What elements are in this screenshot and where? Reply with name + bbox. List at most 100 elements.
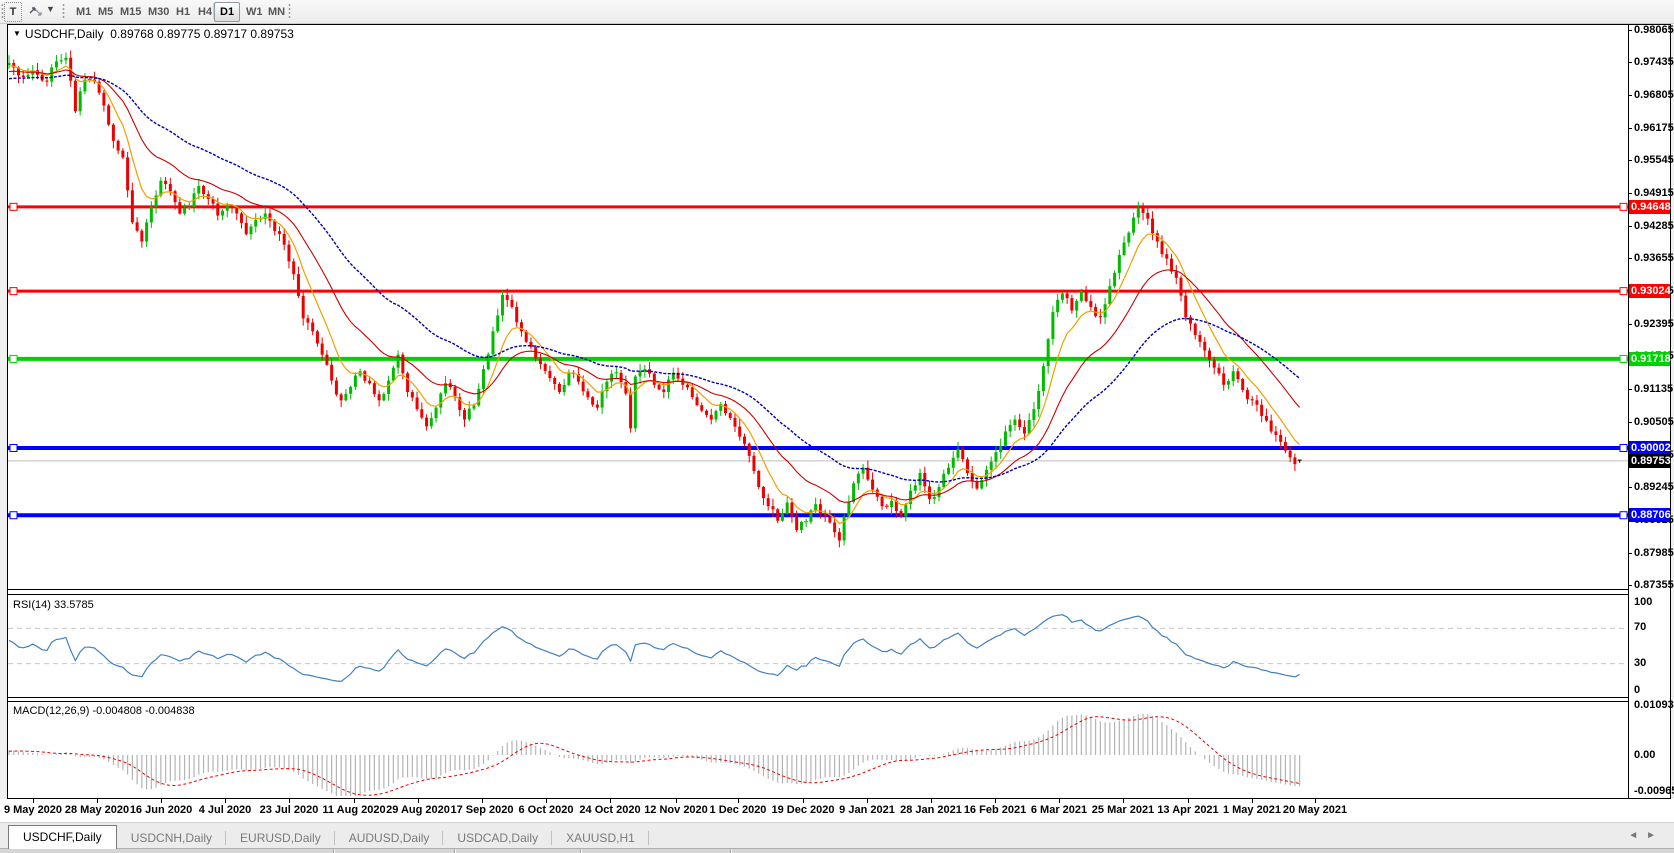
- chart-tab-audusd[interactable]: AUDUSD,Daily: [335, 827, 444, 849]
- text-tool-button[interactable]: T: [4, 2, 22, 22]
- hline-price-label: 0.90002: [1629, 440, 1671, 455]
- price-tick: [1628, 192, 1632, 194]
- macd-indicator-label: MACD(12,26,9) -0.004808 -0.004838: [13, 705, 195, 717]
- toolbar-drag-handle[interactable]: [1, 3, 4, 19]
- toolbar: T ▼ M1 M5 M15 M30 H1 H4 D1 W1 MN: [0, 0, 1674, 24]
- date-label: 25 Mar 2021: [1091, 804, 1155, 816]
- date-label: 9 May 2020: [3, 804, 63, 816]
- date-label: 19 Dec 2020: [771, 804, 835, 816]
- hline-price-label: 0.88706: [1629, 508, 1671, 523]
- chart-tab-xauusd[interactable]: XAUUSD,H1: [552, 827, 649, 849]
- toolbar-drag-handle[interactable]: [62, 3, 65, 19]
- pane-separator[interactable]: [8, 701, 1628, 702]
- tab-scroll-right-icon[interactable]: ►: [1646, 830, 1664, 841]
- price-tick-label: 0.87355: [1634, 579, 1674, 592]
- tab-scroll-left-icon[interactable]: ◄: [1628, 830, 1647, 841]
- timeframe-button-m15[interactable]: M15: [120, 6, 142, 18]
- timeframe-button-m30[interactable]: M30: [148, 6, 170, 18]
- chart-tab-usdcnh[interactable]: USDCNH,Daily: [117, 827, 227, 849]
- rsi-chart-canvas[interactable]: [8, 595, 1628, 697]
- chart-tab-usdcad[interactable]: USDCAD,Daily: [443, 827, 552, 849]
- macd-chart-canvas[interactable]: [8, 702, 1628, 798]
- date-tick: [289, 799, 290, 803]
- price-tick: [1628, 323, 1632, 325]
- date-tick: [546, 799, 547, 803]
- status-separator: [730, 849, 731, 853]
- timeframe-button-d1[interactable]: D1: [214, 2, 240, 22]
- price-axis-border: [1628, 25, 1629, 798]
- price-tick-label: 0.95545: [1634, 154, 1674, 167]
- price-tick: [1628, 258, 1632, 260]
- date-label: 13 Apr 2021: [1157, 804, 1219, 816]
- date-tick: [676, 799, 677, 803]
- styles-dropdown-arrow[interactable]: ▼: [46, 4, 55, 14]
- date-tick: [931, 799, 932, 803]
- date-label: 20 May 2021: [1282, 804, 1348, 816]
- status-separator: [454, 849, 455, 853]
- date-tick: [1188, 799, 1189, 803]
- timeframe-button-m5[interactable]: M5: [98, 6, 114, 18]
- chart-tab-eurusd[interactable]: EURUSD,Daily: [226, 827, 335, 849]
- date-tick: [610, 799, 611, 803]
- price-tick-label: 0.89245: [1634, 481, 1674, 494]
- date-tick: [1059, 799, 1060, 803]
- macd-tick-label: -0.009653: [1634, 785, 1674, 797]
- date-tick: [867, 799, 868, 803]
- timeframe-button-h1[interactable]: H1: [176, 6, 191, 18]
- price-tick-label: 0.90505: [1634, 415, 1674, 428]
- date-tick: [1252, 799, 1253, 803]
- price-tick-label: 0.92395: [1634, 317, 1674, 330]
- date-label: 16 Feb 2021: [963, 804, 1027, 816]
- price-tick-label: 0.93655: [1634, 252, 1674, 265]
- status-separator: [580, 849, 581, 853]
- toolbar-separator: [213, 3, 214, 19]
- timeframe-button-h4[interactable]: H4: [198, 6, 213, 18]
- price-tick: [1628, 585, 1632, 587]
- chart-window[interactable]: ▼ USDCHF,Daily 0.89768 0.89775 0.89717 0.…: [7, 23, 1674, 799]
- status-separator: [333, 849, 334, 853]
- date-tick: [482, 799, 483, 803]
- pane-separator[interactable]: [8, 697, 1628, 698]
- price-tick: [1628, 127, 1632, 129]
- timeframe-button-w1[interactable]: W1: [246, 6, 263, 18]
- price-tick: [1628, 62, 1632, 64]
- macd-tick-label: 0.010933: [1634, 699, 1674, 711]
- date-label: 4 Jul 2020: [198, 804, 252, 816]
- price-tick: [1628, 225, 1632, 227]
- date-tick: [995, 799, 996, 803]
- hline-price-label: 0.94648: [1629, 199, 1671, 214]
- date-label: 28 Jan 2021: [900, 804, 962, 816]
- price-tick-label: 0.97435: [1634, 56, 1674, 69]
- chart-title: ▼ USDCHF,Daily 0.89768 0.89775 0.89717 0.…: [13, 27, 294, 41]
- current-price-label: 0.89753: [1629, 453, 1671, 468]
- timeframe-button-m1[interactable]: M1: [76, 6, 92, 18]
- date-tick: [33, 799, 34, 803]
- pane-separator[interactable]: [8, 589, 1628, 590]
- pane-separator[interactable]: [8, 594, 1628, 595]
- tab-scroll-arrows[interactable]: ◄►: [1628, 830, 1664, 841]
- price-tick-label: 0.91135: [1634, 383, 1674, 396]
- price-tick-label: 0.96805: [1634, 88, 1674, 101]
- date-tick: [803, 799, 804, 803]
- date-tick: [1123, 799, 1124, 803]
- status-bar: [0, 848, 1674, 853]
- macd-tick-label: 0.00: [1634, 749, 1656, 761]
- chart-tab-usdchf[interactable]: USDCHF,Daily: [8, 825, 117, 849]
- timeframe-button-mn[interactable]: MN: [268, 6, 286, 18]
- price-chart-canvas[interactable]: [8, 25, 1628, 589]
- date-label: 1 Dec 2020: [709, 804, 767, 816]
- date-tick: [738, 799, 739, 803]
- date-tick: [225, 799, 226, 803]
- chart-menu-arrow[interactable]: ▼: [13, 29, 21, 38]
- price-tick: [1628, 94, 1632, 96]
- rsi-tick-label: 70: [1634, 621, 1647, 634]
- price-tick-label: 0.98065: [1634, 23, 1674, 36]
- price-tick: [1628, 160, 1632, 162]
- chart-tab-bar: USDCHF,Daily USDCNH,Daily EURUSD,Daily AUDU…: [0, 822, 1674, 849]
- date-label: 6 Mar 2021: [1030, 804, 1088, 816]
- hline-price-label: 0.93024: [1629, 284, 1671, 299]
- toolbar-drag-handle[interactable]: [288, 3, 291, 19]
- date-label: 17 Sep 2020: [450, 804, 514, 816]
- price-tick-label: 0.94915: [1634, 186, 1674, 199]
- price-tick: [1628, 389, 1632, 391]
